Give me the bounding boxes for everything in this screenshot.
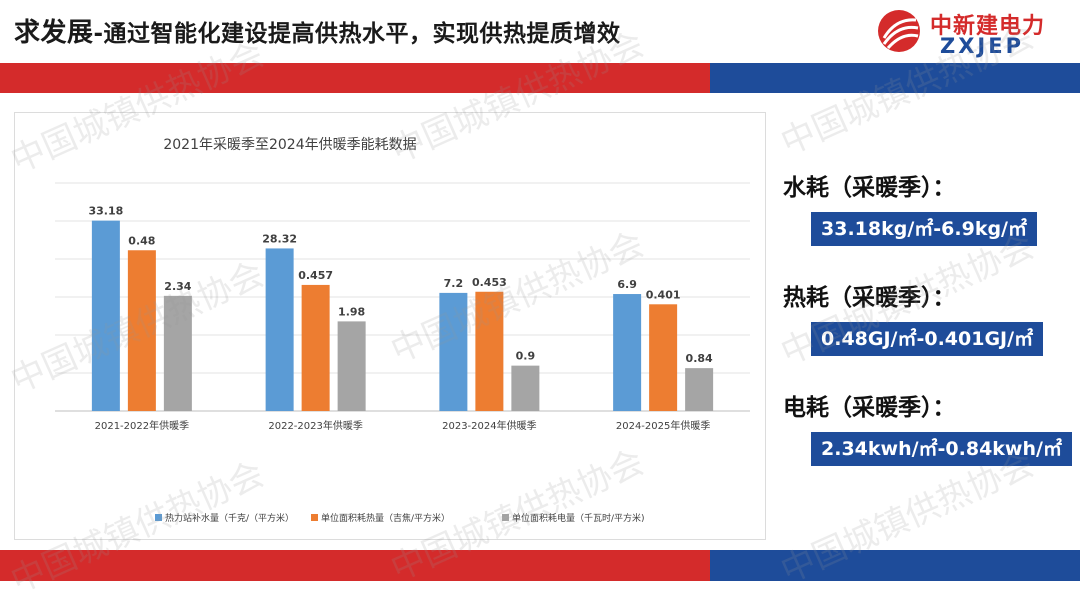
bar xyxy=(265,248,294,411)
chart-title: 2021年采暖季至2024年供暖季能耗数据 xyxy=(163,137,416,153)
legend-label: 热力站补水量（千克/（平方米） xyxy=(165,512,294,524)
data-label: 0.457 xyxy=(298,269,333,282)
page-title-main: 求发展 xyxy=(14,18,94,48)
data-label: 0.9 xyxy=(516,350,536,363)
bar xyxy=(91,220,120,411)
data-label: 0.48 xyxy=(128,234,155,247)
data-label: 28.32 xyxy=(262,232,297,245)
data-label: 0.453 xyxy=(472,276,507,289)
metric-value-water: 33.18kg/㎡-6.9kg/㎡ xyxy=(811,212,1037,246)
legend-swatch xyxy=(311,514,318,521)
metrics-panel: 水耗（采暖季）： 33.18kg/㎡-6.9kg/㎡ 热耗（采暖季）： 0.48… xyxy=(783,150,1073,480)
bar xyxy=(475,291,504,411)
data-label: 0.401 xyxy=(646,288,681,301)
metric-label-power: 电耗（采暖季）： xyxy=(783,395,956,421)
bar xyxy=(685,368,714,411)
metric-value-power: 2.34kwh/㎡-0.84kwh/㎡ xyxy=(811,432,1072,466)
energy-chart: 2021年采暖季至2024年供暖季能耗数据 33.18 0.48 2.34 2021-… xyxy=(55,137,750,524)
metric-label-heat: 热耗（采暖季）： xyxy=(783,285,956,311)
company-logo: 中新建电力 ZXJEP xyxy=(876,6,1072,58)
bar xyxy=(127,250,156,411)
page-title: 求发展-通过智能化建设提高供热水平，实现供热提质增效 xyxy=(14,12,621,49)
metric-value-heat: 0.48GJ/㎡-0.401GJ/㎡ xyxy=(811,322,1044,356)
x-tick-label: 2022-2023年供暖季 xyxy=(268,419,363,432)
x-tick-label: 2023-2024年供暖季 xyxy=(442,419,537,432)
header-band xyxy=(0,63,1080,93)
legend-label: 单位面积耗电量（千瓦时/平方米) xyxy=(512,512,645,524)
x-tick-label: 2024-2025年供暖季 xyxy=(616,419,711,432)
bar xyxy=(301,284,330,411)
data-label: 0.84 xyxy=(686,352,713,365)
bar xyxy=(613,294,642,411)
page-title-sub: -通过智能化建设提高供热水平，实现供热提质增效 xyxy=(93,21,621,47)
logo-text-cn: 中新建电力 xyxy=(930,14,1046,39)
legend-swatch xyxy=(155,514,162,521)
data-label: 2.34 xyxy=(164,280,191,293)
data-label: 7.2 xyxy=(444,277,464,290)
bar xyxy=(511,365,540,411)
data-label: 33.18 xyxy=(88,205,123,218)
legend-swatch xyxy=(502,514,509,521)
metric-label-water: 水耗（采暖季）： xyxy=(783,175,956,201)
bar xyxy=(337,321,366,411)
x-tick-label: 2021-2022年供暖季 xyxy=(95,419,190,432)
data-label: 1.98 xyxy=(338,305,365,318)
bar xyxy=(163,295,192,411)
bar xyxy=(439,292,468,411)
chart-panel: 2021年采暖季至2024年供暖季能耗数据 33.18 0.48 2.34 2021-… xyxy=(14,112,766,540)
logo-text-en: ZXJEP xyxy=(940,34,1024,58)
logo-mark-icon xyxy=(878,10,920,52)
footer-band xyxy=(0,550,1080,581)
bar xyxy=(649,304,678,411)
legend-label: 单位面积耗热量（吉焦/平方米） xyxy=(321,512,450,524)
data-label: 6.9 xyxy=(617,278,637,291)
